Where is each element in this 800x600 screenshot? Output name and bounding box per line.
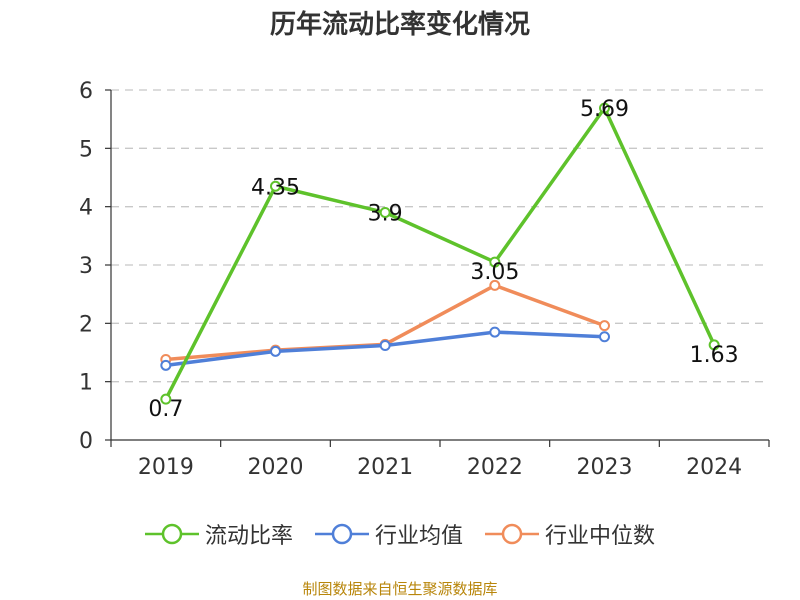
x-tick-label: 2021 [357,455,413,480]
data-point [489,326,501,338]
y-tick-label: 5 [79,137,93,162]
data-point [160,393,172,405]
chart-title: 历年流动比率变化情况 [269,10,530,40]
y-tick-label: 0 [79,429,93,454]
data-label: 1.63 [690,343,739,368]
data-point [708,339,720,351]
data-point [160,359,172,371]
data-label: 3.9 [368,202,403,227]
data-point [489,256,501,268]
source-note: 制图数据来自恒生聚源数据库 [302,580,498,598]
legend-line-icon [144,523,199,545]
x-tick-label: 2019 [138,455,194,480]
data-point [270,345,281,357]
legend-line-icon [314,523,369,545]
data-label: 5.69 [580,97,629,122]
y-tick-label: 6 [79,79,93,104]
x-tick-label: 2022 [467,455,523,480]
legend-item-industry-mean[interactable]: 行业均值 [314,518,463,550]
data-label: 3.05 [470,260,519,285]
y-tick-label: 1 [79,371,93,396]
data-point [599,331,610,343]
data-point [489,279,501,291]
legend-label: 流动比率 [204,524,293,549]
y-tick-label: 4 [79,196,93,221]
data-point [379,207,391,218]
chart-legend: 流动比率 行业均值 行业中位数 [0,518,800,550]
legend-label: 行业均值 [374,524,463,549]
y-tick-label: 3 [79,254,93,279]
legend-item-current-ratio[interactable]: 流动比率 [144,518,293,550]
data-point [599,102,610,114]
data-label: 4.35 [251,175,300,200]
series-line-current-ratio [164,106,716,400]
legend-line-icon [485,523,539,545]
legend-item-industry-median[interactable]: 行业中位数 [485,518,655,550]
data-point [270,180,281,192]
x-tick-label: 2024 [686,455,742,480]
data-label: 0.7 [148,397,183,422]
data-point [599,320,610,332]
x-tick-label: 2020 [248,455,304,480]
x-tick-label: 2023 [577,455,633,480]
legend-label: 行业中位数 [545,524,656,549]
y-tick-label: 2 [79,312,93,337]
data-point [379,340,391,351]
